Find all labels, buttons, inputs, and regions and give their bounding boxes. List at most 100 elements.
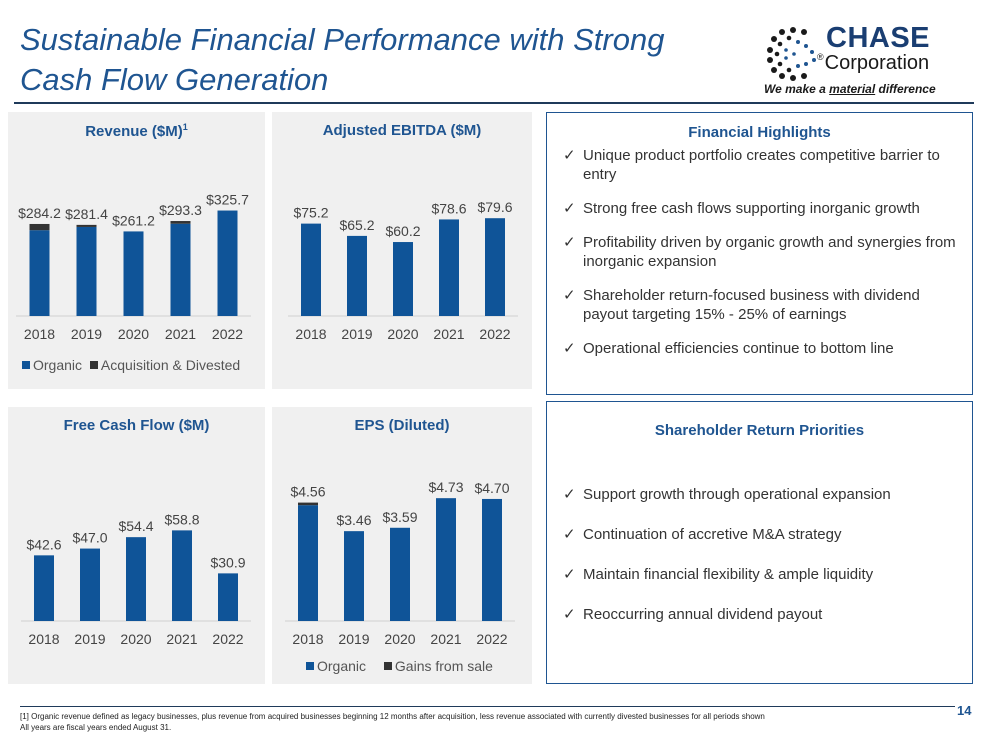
checkmark-icon: ✓ (563, 526, 576, 543)
highlight-item: ✓ Unique product portfolio creates compet… (563, 146, 962, 184)
ebitda-data-label: $79.6 (477, 199, 512, 215)
eps-data-label: $3.59 (382, 509, 417, 525)
revenue-data-label: $293.3 (159, 202, 202, 218)
eps-chart-title: EPS (Diluted) (354, 417, 450, 434)
revenue-data-label: $261.2 (112, 212, 155, 228)
ebitda-data-label: $60.2 (385, 223, 420, 239)
fcf-x-tick-label: 2018 (28, 631, 59, 647)
highlight-text: Operational efficiencies continue to bot… (583, 340, 894, 357)
eps-data-label: $4.73 (428, 479, 463, 495)
checkmark-icon: ✓ (563, 340, 576, 357)
fcf-bar-main (34, 555, 54, 621)
revenue-bar-main (217, 210, 238, 316)
checkmark-icon: ✓ (563, 147, 576, 164)
fcf-chart: $42.6 2018 $47.0 2019 $54.4 2020 $58.8 2021 $30.… (21, 511, 251, 647)
ebitda-chart-panel: Adjusted EBITDA ($M) $75.2 2018 $65.2 2019 $… (272, 112, 532, 389)
highlight-item: ✓ Profitability driven by organic growth … (563, 233, 962, 271)
chase-logo: CHASE ®Corporation We make a material di… (764, 22, 954, 100)
highlight-item: ✓ Shareholder return-focused business wit… (563, 286, 962, 324)
revenue-x-tick-label: 2020 (118, 326, 149, 342)
fcf-data-label: $42.6 (26, 536, 61, 552)
revenue-x-tick-label: 2022 (212, 326, 243, 342)
eps-x-tick-label: 2019 (338, 631, 369, 647)
priority-text: Continuation of accretive M&A strategy (583, 526, 842, 543)
highlight-text: Unique product portfolio creates competi… (583, 147, 940, 183)
chase-logo-mark-icon (767, 27, 816, 81)
footer-divider (20, 706, 955, 707)
logo-tagline-emphasis: material (829, 82, 876, 96)
logo-registered-mark: ® (817, 52, 824, 62)
checkmark-icon: ✓ (563, 606, 576, 623)
fcf-bar-main (218, 573, 238, 621)
legend-label-organic: Organic (33, 357, 83, 373)
priority-item: ✓ Reoccurring annual dividend payout (563, 605, 962, 624)
ebitda-chart-title: Adjusted EBITDA ($M) (322, 122, 482, 139)
eps-bar-main (482, 498, 502, 621)
footnote: [1] Organic revenue defined as legacy bu… (20, 711, 765, 733)
revenue-x-tick-label: 2019 (71, 326, 102, 342)
eps-bar-main (298, 505, 318, 621)
shareholder-priorities-list: ✓ Support growth through operational expa… (563, 485, 962, 645)
footnote-line-2: All years are fiscal years ended August … (20, 723, 172, 732)
eps-bar-main (436, 498, 456, 621)
priority-text: Support growth through operational expan… (583, 486, 891, 503)
logo-subtitle: ®Corporation (817, 52, 929, 75)
ebitda-data-label: $65.2 (339, 217, 374, 233)
revenue-bar-main (170, 223, 191, 316)
fcf-x-tick-label: 2021 (166, 631, 197, 647)
priority-item: ✓ Support growth through operational expa… (563, 485, 962, 504)
ebitda-chart: $75.2 2018 $65.2 2019 $60.2 2020 $78.6 2021 $79.… (288, 199, 518, 342)
ebitda-bar-main (393, 242, 413, 316)
ebitda-bar-main (301, 223, 321, 316)
fcf-chart-panel: Free Cash Flow ($M) $42.6 2018 $47.0 2019 $5… (8, 407, 265, 684)
checkmark-icon: ✓ (563, 287, 576, 304)
priority-text: Maintain financial flexibility & ample l… (583, 566, 874, 583)
fcf-data-label: $54.4 (118, 518, 153, 534)
ebitda-data-label: $75.2 (293, 205, 328, 221)
eps-x-tick-label: 2021 (430, 631, 461, 647)
eps-data-label: $4.56 (290, 484, 325, 500)
legend-label-eps-organic: Organic (317, 658, 367, 674)
revenue-bar-main (123, 231, 144, 316)
highlight-text: Strong free cash flows supporting inorga… (583, 200, 920, 217)
financial-highlights-list: ✓ Unique product portfolio creates compet… (563, 146, 962, 373)
shareholder-priorities-box: Shareholder Return Priorities ✓ Support g… (546, 401, 973, 684)
fcf-x-tick-label: 2022 (212, 631, 243, 647)
logo-tagline-post: difference (875, 82, 936, 96)
legend-swatch-acquisition (89, 361, 98, 370)
highlight-text: Shareholder return-focused business with… (583, 287, 920, 323)
revenue-chart-legend: Organic Acquisition & Divested (22, 357, 240, 373)
fcf-bar-main (126, 537, 146, 621)
ebitda-x-tick-label: 2018 (295, 326, 326, 342)
ebitda-x-tick-label: 2019 (341, 326, 372, 342)
ebitda-x-tick-label: 2022 (479, 326, 510, 342)
highlight-text: Profitability driven by organic growth a… (583, 234, 956, 270)
slide-title: Sustainable Financial Performance with S… (20, 20, 740, 100)
revenue-bar-secondary (170, 221, 191, 224)
fcf-data-label: $58.8 (164, 511, 199, 527)
revenue-data-label: $325.7 (206, 192, 249, 208)
ebitda-x-tick-label: 2020 (387, 326, 418, 342)
ebitda-bar-main (485, 218, 505, 316)
revenue-chart-title: Revenue ($M)1 (8, 122, 265, 140)
revenue-chart-title-text: Revenue ($M) (85, 123, 183, 140)
ebitda-data-label: $78.6 (431, 200, 466, 216)
revenue-chart-panel: Revenue ($M)1 $284.2 2018 $281.4 2019 $261.2… (8, 112, 265, 389)
checkmark-icon: ✓ (563, 234, 576, 251)
revenue-bar-main (76, 226, 97, 316)
shareholder-priorities-title: Shareholder Return Priorities (654, 422, 865, 439)
priority-text: Reoccurring annual dividend payout (583, 606, 823, 623)
eps-data-label: $4.70 (474, 480, 509, 496)
slide-title-line-1: Sustainable Financial Performance with S… (20, 22, 665, 57)
revenue-x-tick-label: 2018 (24, 326, 55, 342)
fcf-x-tick-label: 2019 (74, 631, 105, 647)
fcf-bar-main (80, 548, 100, 621)
legend-swatch-eps-organic (306, 662, 314, 671)
page-number: 14 (957, 703, 972, 718)
logo-tagline: We make a material difference (764, 82, 936, 96)
revenue-chart: $284.2 2018 $281.4 2019 $261.2 2020 $293.3 2021… (16, 192, 251, 342)
legend-swatch-gains (383, 662, 392, 671)
fcf-data-label: $47.0 (72, 530, 107, 546)
logo-wordmark: CHASE (826, 22, 931, 54)
fcf-bar-main (172, 530, 192, 621)
